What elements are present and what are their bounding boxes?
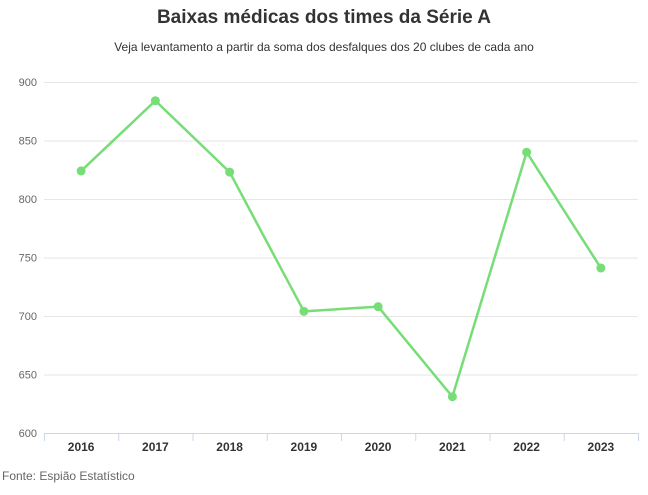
y-axis-tick-label: 700: [19, 311, 37, 323]
series-line: [79, 99, 603, 398]
data-point[interactable]: [76, 166, 86, 176]
x-axis-tick-label: 2022: [513, 440, 540, 454]
x-axis-tick-label: 2023: [588, 440, 615, 454]
x-axis-tick-label: 2016: [68, 440, 95, 454]
data-point[interactable]: [299, 306, 309, 316]
y-axis-tick-label: 600: [19, 428, 37, 440]
y-axis-tick-label: 750: [19, 253, 37, 265]
x-axis-tick-label: 2017: [142, 440, 169, 454]
line-chart[interactable]: 600 650 700 750 800 850 900 2016 2017 2018 2019 202…: [0, 0, 648, 460]
y-axis-tick-label: 900: [19, 77, 37, 89]
data-point[interactable]: [373, 302, 383, 312]
y-axis-tick-label: 800: [19, 194, 37, 206]
x-axis-tick-label: 2021: [439, 440, 466, 454]
y-axis-tick-label: 650: [19, 370, 37, 382]
chart-subtitle: Veja levantamento a partir da soma dos d…: [114, 40, 534, 54]
data-point[interactable]: [522, 147, 532, 157]
x-axis-tick-label: 2019: [291, 440, 318, 454]
x-axis-tick-label: 2020: [365, 440, 392, 454]
data-point[interactable]: [225, 167, 235, 177]
x-axis-tick-label: 2018: [216, 440, 243, 454]
data-point[interactable]: [150, 96, 160, 106]
data-point[interactable]: [596, 263, 606, 273]
data-point[interactable]: [447, 392, 457, 402]
chart-title: Baixas médicas dos times da Série A: [156, 7, 492, 28]
y-axis-tick-label: 850: [19, 136, 37, 148]
chart-source: Fonte: Espião Estatístico: [2, 469, 135, 483]
